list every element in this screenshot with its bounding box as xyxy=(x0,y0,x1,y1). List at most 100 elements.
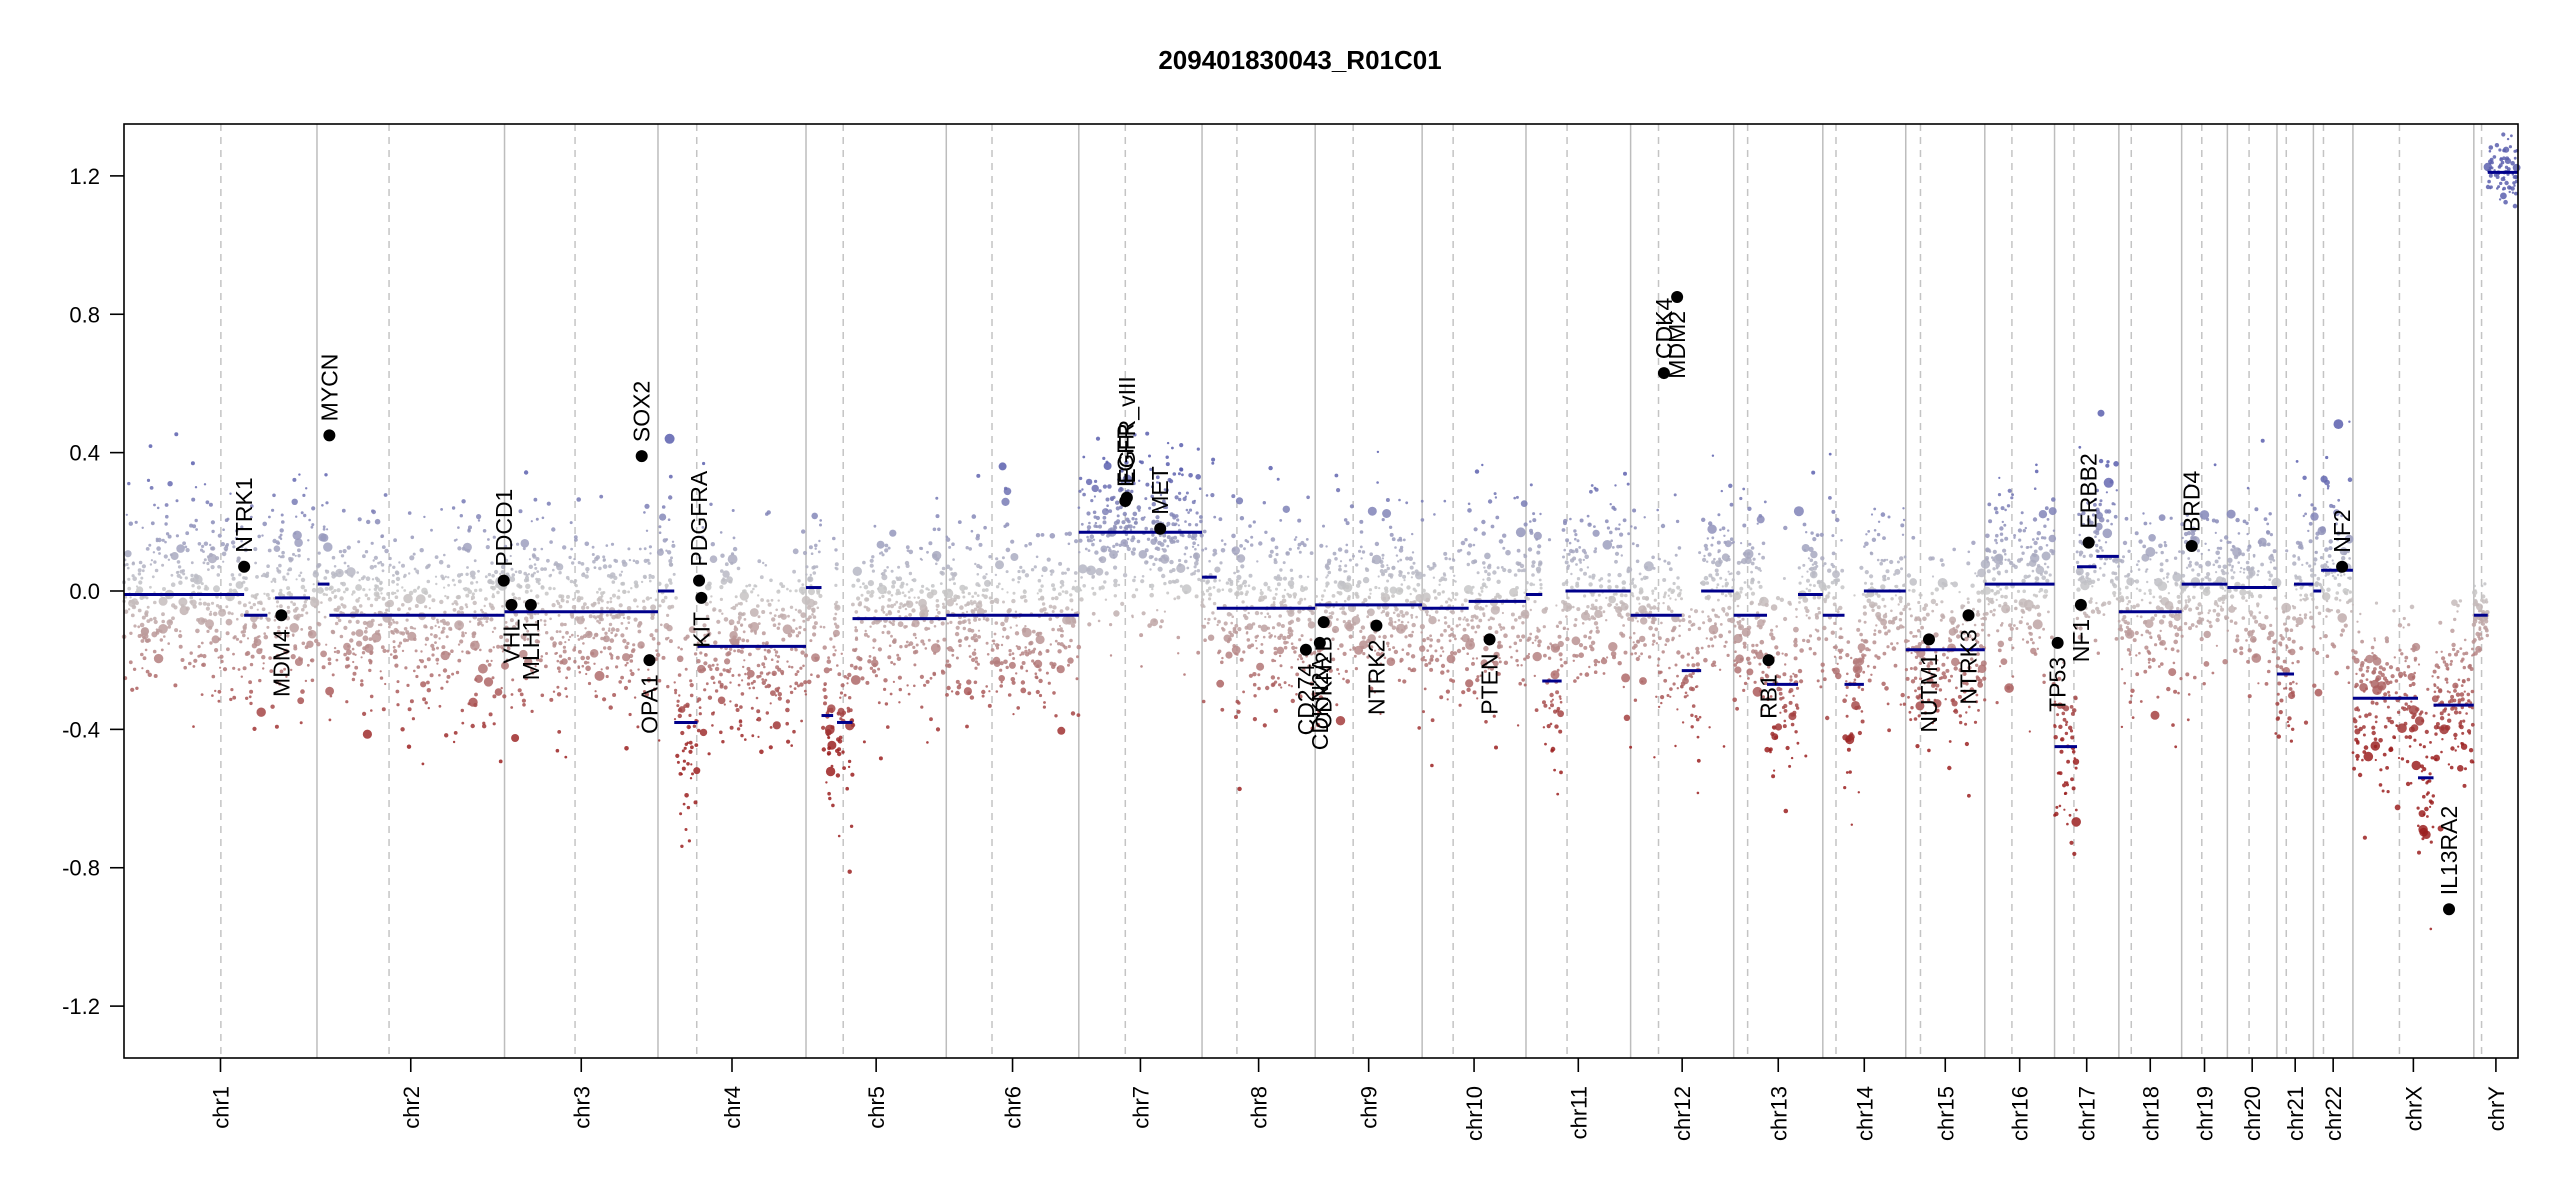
probe-point xyxy=(1382,596,1387,601)
probe-point xyxy=(1204,547,1208,551)
probe-point xyxy=(760,598,764,602)
probe-point xyxy=(340,554,345,558)
probe-point xyxy=(905,564,910,568)
probe-point xyxy=(161,619,165,624)
probe-point xyxy=(249,701,253,706)
probe-point xyxy=(740,692,745,696)
probe-point xyxy=(1278,614,1282,618)
probe-point xyxy=(1051,627,1055,632)
probe-point xyxy=(269,669,274,673)
probe-point xyxy=(1122,511,1128,517)
probe-point xyxy=(893,603,897,606)
probe-point xyxy=(1652,639,1656,643)
probe-point xyxy=(1020,680,1026,685)
probe-point xyxy=(719,684,724,689)
probe-point xyxy=(840,652,843,655)
probe-point xyxy=(374,518,381,525)
probe-point xyxy=(1678,619,1682,623)
probe-point xyxy=(1221,626,1224,630)
probe-point xyxy=(262,662,265,665)
probe-point xyxy=(714,689,719,693)
probe-point xyxy=(651,636,656,641)
probe-point xyxy=(1710,576,1714,579)
probe-point xyxy=(1242,650,1246,654)
probe-point xyxy=(502,694,507,699)
probe-point xyxy=(426,680,430,685)
probe-point xyxy=(1579,672,1583,676)
probe-point xyxy=(1661,650,1665,654)
probe-point xyxy=(1131,551,1136,556)
probe-point xyxy=(281,550,285,555)
probe-point xyxy=(698,556,702,560)
probe-point xyxy=(762,561,765,565)
probe-point xyxy=(1003,659,1008,665)
probe-point xyxy=(1188,522,1192,527)
probe-point xyxy=(765,512,769,516)
probe-point xyxy=(1607,579,1611,583)
probe-point xyxy=(1421,645,1425,648)
probe-point xyxy=(600,636,604,641)
probe-point xyxy=(1412,561,1416,565)
probe-point xyxy=(1270,682,1276,688)
probe-point xyxy=(1402,679,1407,684)
probe-point xyxy=(1247,584,1251,587)
probe-point xyxy=(1325,545,1328,548)
probe-point xyxy=(601,627,605,631)
probe-point xyxy=(897,610,901,613)
probe-point xyxy=(1674,598,1677,601)
probe-point xyxy=(767,671,771,675)
probe-point xyxy=(1201,548,1205,552)
probe-point xyxy=(710,675,715,680)
probe-point xyxy=(655,652,661,658)
probe-point xyxy=(1293,650,1297,654)
probe-point xyxy=(965,610,969,614)
probe-point xyxy=(832,653,836,657)
probe-point xyxy=(1011,652,1015,655)
probe-point xyxy=(1466,652,1469,655)
probe-point xyxy=(1588,575,1592,579)
probe-point xyxy=(543,623,547,626)
probe-point xyxy=(162,587,166,591)
probe-point xyxy=(626,615,631,620)
probe-point xyxy=(335,607,340,612)
probe-point xyxy=(1723,644,1727,648)
probe-point xyxy=(388,625,391,629)
probe-point xyxy=(424,701,428,705)
probe-point xyxy=(781,607,785,612)
probe-point xyxy=(1555,690,1560,695)
probe-point xyxy=(297,554,301,558)
probe-point xyxy=(1604,519,1609,524)
probe-point xyxy=(774,650,779,654)
probe-point xyxy=(1073,571,1078,575)
probe-point xyxy=(1071,587,1075,591)
probe-point xyxy=(203,483,207,486)
probe-point xyxy=(1676,650,1681,655)
probe-point xyxy=(392,620,396,624)
probe-point xyxy=(274,724,279,729)
probe-point xyxy=(886,604,891,608)
probe-point xyxy=(488,712,493,717)
probe-point xyxy=(622,616,626,620)
probe-point xyxy=(1334,473,1339,478)
probe-point xyxy=(268,656,272,660)
probe-point xyxy=(954,631,960,637)
probe-point xyxy=(1080,522,1084,526)
probe-point xyxy=(352,590,356,594)
probe-point xyxy=(412,588,417,593)
probe-point xyxy=(719,585,724,590)
probe-point xyxy=(830,707,834,711)
probe-point xyxy=(1379,569,1384,574)
probe-point xyxy=(774,654,778,657)
probe-point xyxy=(1082,492,1086,497)
probe-point xyxy=(472,600,477,606)
probe-point xyxy=(1201,699,1206,704)
probe-point xyxy=(261,534,264,537)
probe-point xyxy=(1812,537,1817,542)
probe-point xyxy=(137,625,141,629)
probe-point xyxy=(457,621,462,626)
probe-point xyxy=(1159,542,1165,547)
probe-point xyxy=(424,636,430,642)
probe-point xyxy=(1430,654,1434,659)
probe-point xyxy=(1608,596,1613,600)
probe-point xyxy=(1176,563,1186,574)
